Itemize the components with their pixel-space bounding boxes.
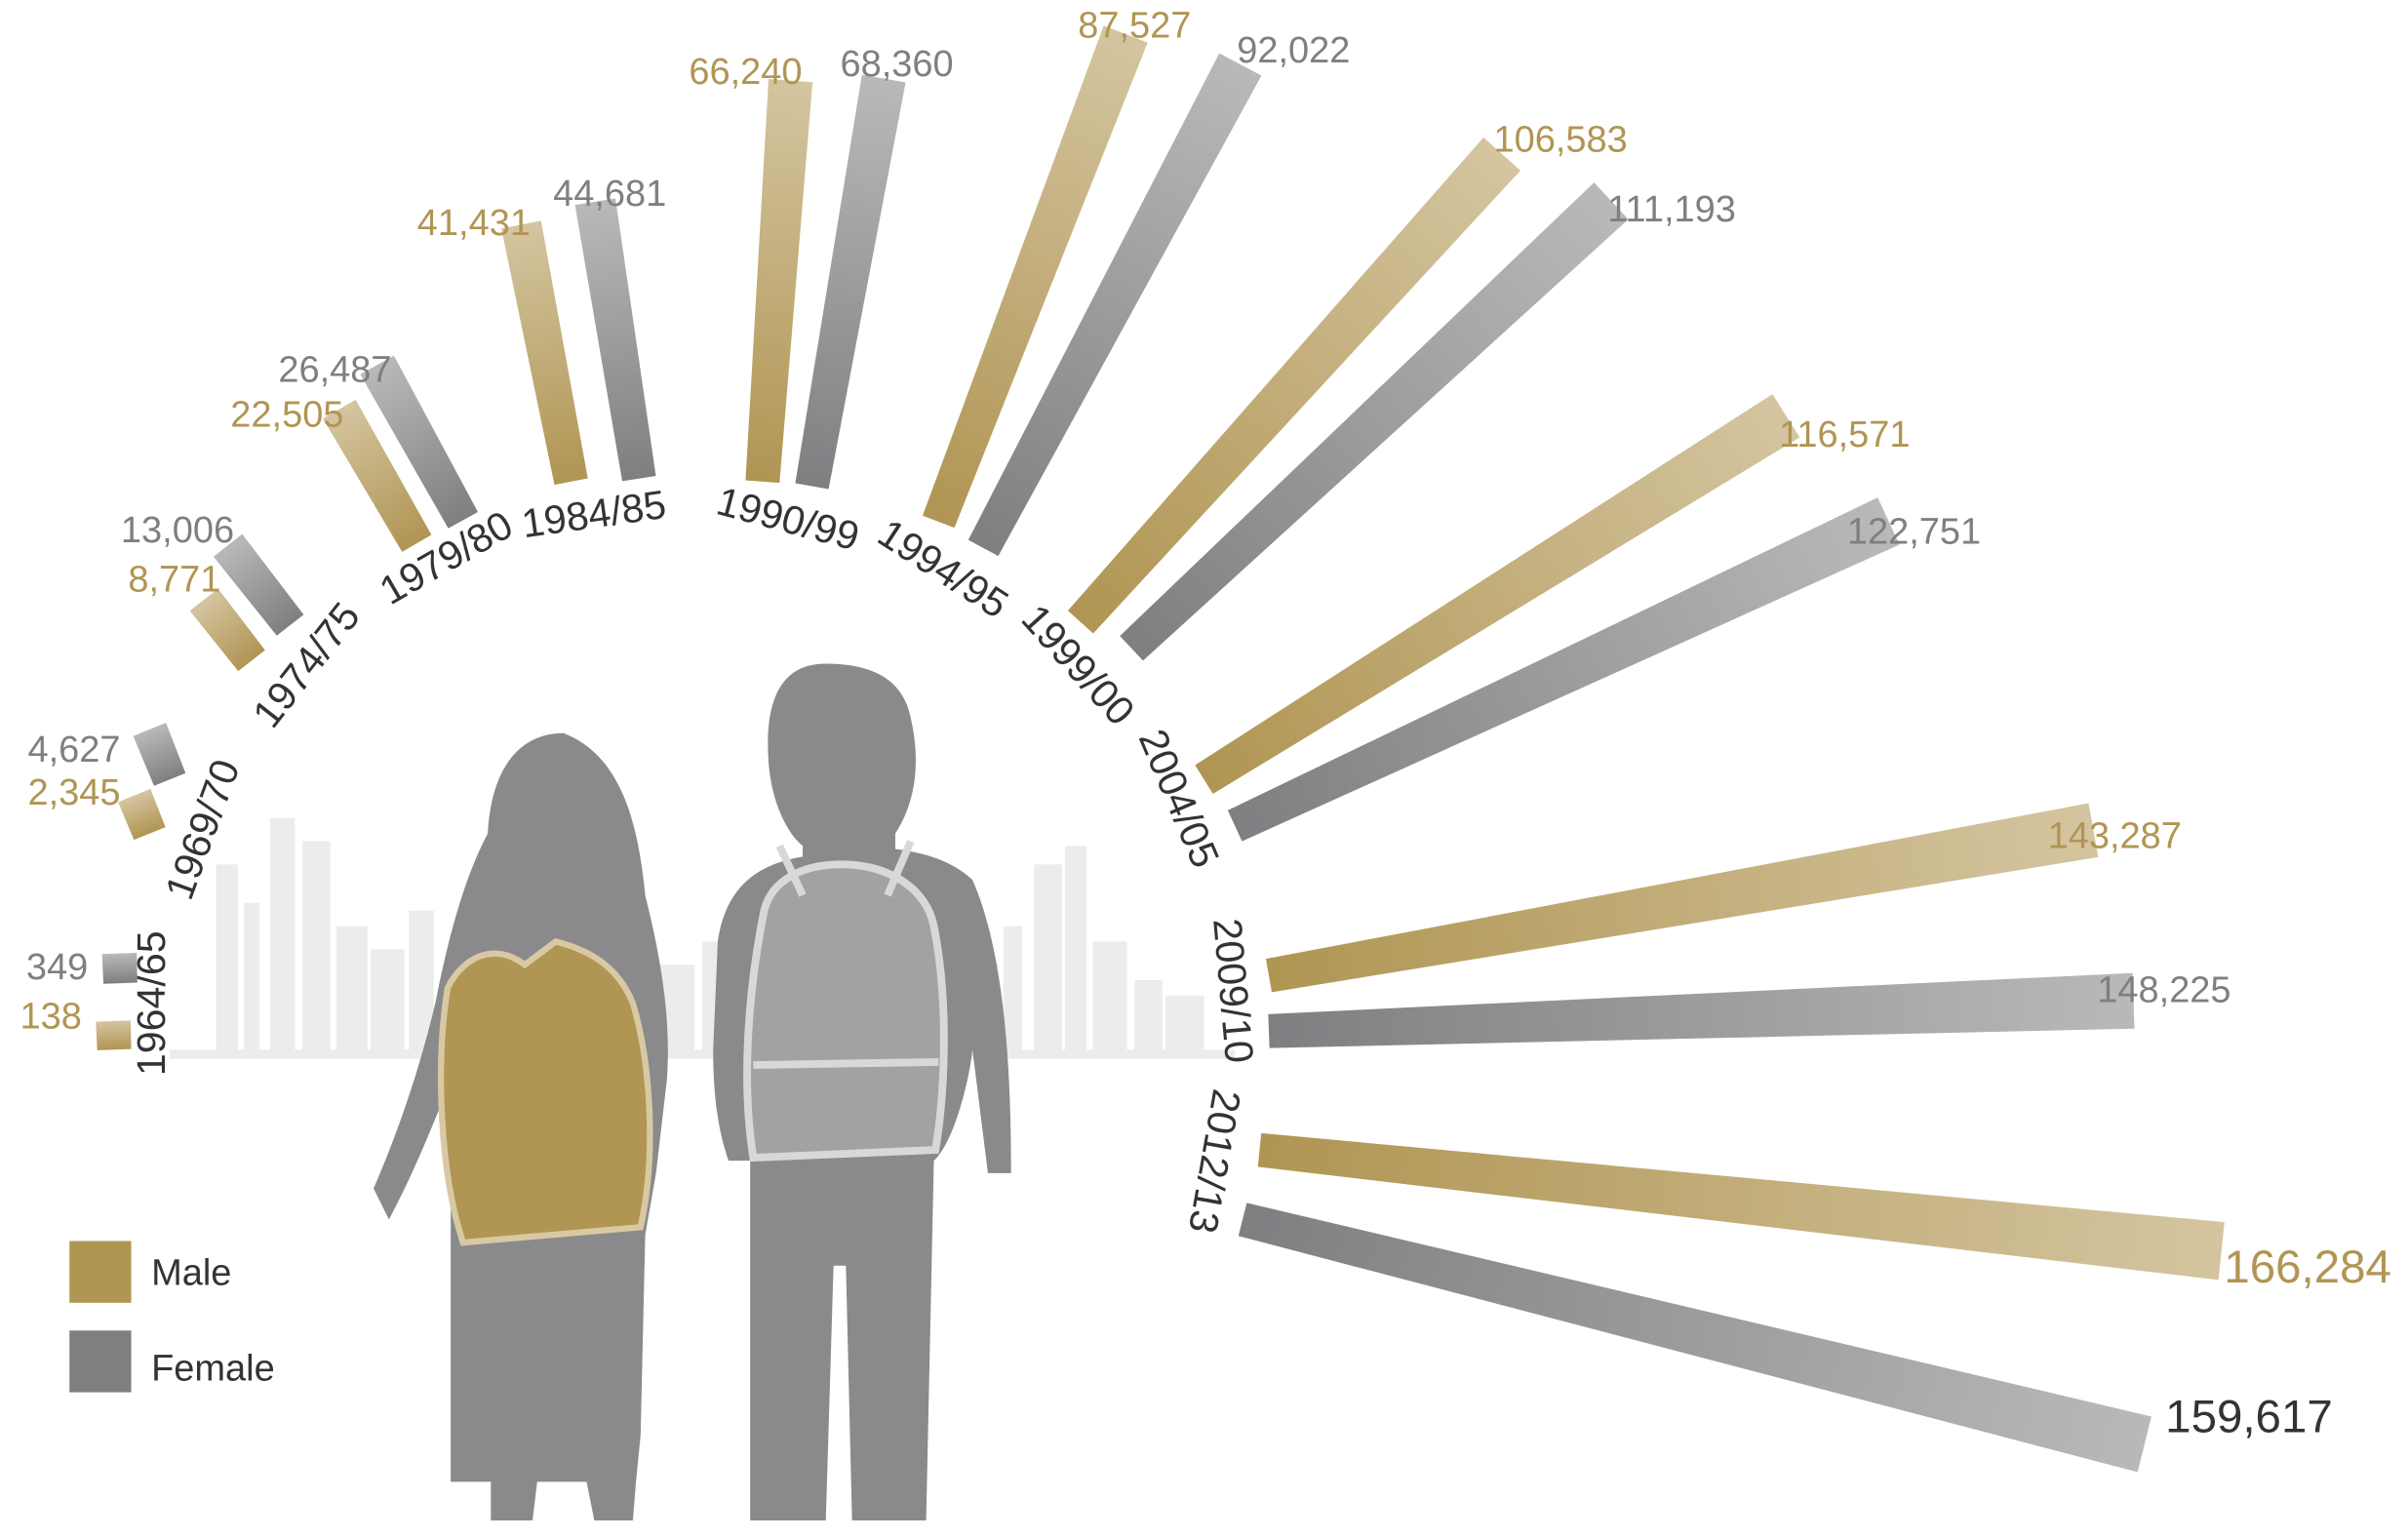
bar [96,1020,132,1050]
value-label: 143,287 [2048,815,2182,856]
value-label: 41,431 [417,203,531,244]
value-label: 22,505 [230,394,343,435]
bar [1257,1132,2225,1281]
value-label: 166,284 [2224,1242,2391,1293]
legend-swatch [69,1241,132,1303]
skyline [170,817,1236,1059]
value-label: 159,617 [2165,1392,2333,1443]
category-label: 1964/65 [129,930,174,1076]
value-label: 2,345 [27,772,120,813]
value-label: 68,360 [840,44,953,85]
bar [1268,972,2135,1048]
bar [1227,497,1900,842]
bar [1265,803,2099,993]
value-label: 87,527 [1078,6,1191,47]
category-label: 2009/10 [1204,917,1262,1065]
value-label: 148,225 [2097,970,2230,1011]
value-label: 13,006 [121,510,234,551]
legend-label: Female [151,1348,275,1389]
bar [213,533,304,636]
value-label: 44,681 [553,174,666,215]
bar [323,399,432,552]
bar [1067,137,1520,634]
bar [922,25,1148,529]
bar [360,355,479,529]
bar [795,74,906,490]
category-label: 1990/99 [712,478,864,559]
bar [574,198,656,482]
bar [133,723,186,786]
bar [501,220,588,486]
value-label: 26,487 [278,349,391,390]
bar [1195,394,1800,794]
bar [967,53,1262,557]
bar [745,79,813,484]
value-label: 138 [20,997,82,1038]
category-label: 1984/85 [519,482,669,546]
bar [118,788,166,841]
value-label: 92,022 [1237,30,1350,71]
value-label: 8,771 [128,560,220,601]
bar [1238,1203,2151,1473]
legend-swatch [69,1330,132,1393]
bar [101,952,138,984]
girl-backpack [437,938,653,1246]
bar [189,588,265,672]
value-label: 106,583 [1493,120,1627,161]
value-label: 111,193 [1607,189,1736,230]
category-label: 2004/05 [1130,723,1228,874]
category-label: 2012/13 [1180,1086,1249,1237]
legend-label: Male [151,1252,231,1293]
value-label: 116,571 [1779,414,1910,455]
value-label: 349 [26,947,88,988]
bar [1120,182,1629,661]
value-label: 122,751 [1847,512,1981,553]
value-label: 4,627 [27,730,120,770]
value-label: 66,240 [689,52,802,93]
boy-backpack [743,840,948,1163]
